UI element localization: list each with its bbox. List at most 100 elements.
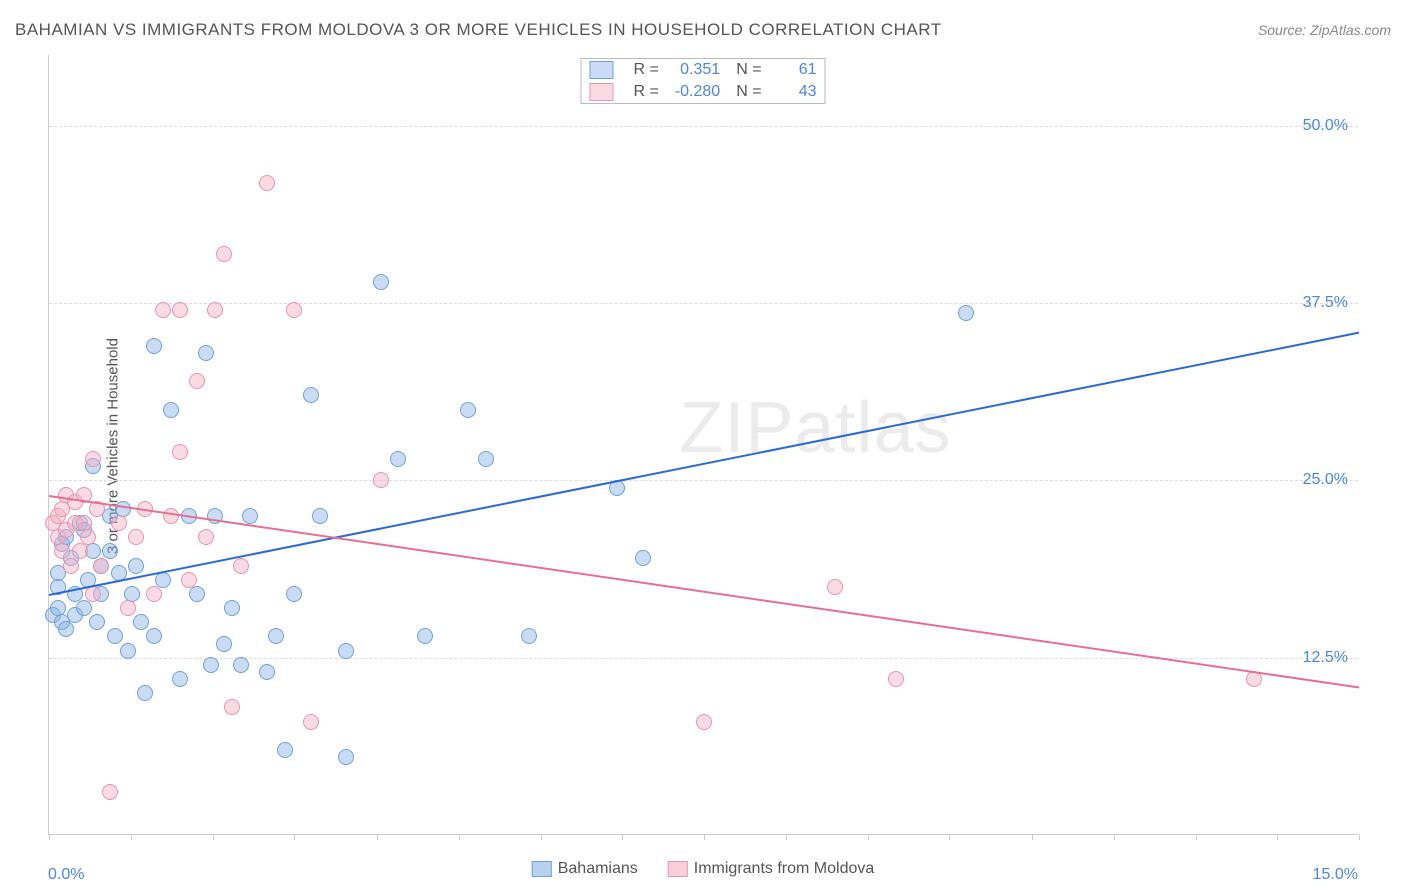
y-tick-label: 12.5% — [1303, 649, 1348, 667]
data-point — [111, 515, 127, 531]
data-point — [198, 529, 214, 545]
x-tick — [622, 834, 623, 840]
data-point — [521, 628, 537, 644]
data-point — [58, 621, 74, 637]
data-point — [198, 345, 214, 361]
data-point — [189, 373, 205, 389]
x-tick — [1196, 834, 1197, 840]
gridline — [49, 480, 1358, 481]
data-point — [338, 749, 354, 765]
gridline — [49, 126, 1358, 127]
x-tick — [377, 834, 378, 840]
data-point — [107, 628, 123, 644]
data-point — [268, 628, 284, 644]
data-point — [224, 699, 240, 715]
data-point — [286, 302, 302, 318]
data-point — [85, 451, 101, 467]
x-tick — [786, 834, 787, 840]
data-point — [146, 628, 162, 644]
data-point — [373, 472, 389, 488]
data-point — [128, 529, 144, 545]
data-point — [417, 628, 433, 644]
data-point — [312, 508, 328, 524]
legend-item: Bahamians — [532, 860, 638, 878]
data-point — [242, 508, 258, 524]
x-tick — [1032, 834, 1033, 840]
y-tick-label: 25.0% — [1303, 471, 1348, 489]
data-point — [189, 586, 205, 602]
x-tick — [541, 834, 542, 840]
data-point — [207, 302, 223, 318]
data-point — [172, 444, 188, 460]
scatter-plot: 12.5% 25.0% 37.5% 50.0% — [48, 55, 1358, 835]
data-point — [827, 579, 843, 595]
y-tick-label: 50.0% — [1303, 117, 1348, 135]
data-point — [338, 643, 354, 659]
data-point — [128, 558, 144, 574]
data-point — [172, 302, 188, 318]
data-point — [72, 543, 88, 559]
data-point — [80, 529, 96, 545]
x-tick — [131, 834, 132, 840]
data-point — [63, 558, 79, 574]
data-point — [172, 671, 188, 687]
data-point — [224, 600, 240, 616]
legend-row: R =-0.280N =43 — [581, 81, 824, 103]
data-point — [120, 600, 136, 616]
data-point — [460, 402, 476, 418]
x-tick — [1114, 834, 1115, 840]
x-min-label: 0.0% — [48, 866, 84, 884]
chart-title: BAHAMIAN VS IMMIGRANTS FROM MOLDOVA 3 OR… — [15, 20, 942, 40]
data-point — [390, 451, 406, 467]
x-tick — [1359, 834, 1360, 840]
data-point — [233, 558, 249, 574]
x-tick — [1277, 834, 1278, 840]
data-point — [259, 664, 275, 680]
data-point — [155, 302, 171, 318]
y-tick-label: 37.5% — [1303, 294, 1348, 312]
x-max-label: 15.0% — [1313, 866, 1358, 884]
data-point — [233, 657, 249, 673]
x-tick — [704, 834, 705, 840]
data-point — [958, 305, 974, 321]
data-point — [373, 274, 389, 290]
data-point — [286, 586, 302, 602]
correlation-legend: R =0.351N =61R =-0.280N =43 — [580, 58, 825, 104]
source-link[interactable]: ZipAtlas.com — [1310, 22, 1391, 38]
x-tick — [213, 834, 214, 840]
data-point — [89, 614, 105, 630]
data-point — [120, 643, 136, 659]
data-point — [146, 586, 162, 602]
legend-row: R =0.351N =61 — [581, 59, 824, 81]
data-point — [102, 543, 118, 559]
data-point — [133, 614, 149, 630]
data-point — [888, 671, 904, 687]
data-point — [635, 550, 651, 566]
data-point — [216, 246, 232, 262]
x-tick — [949, 834, 950, 840]
trend-line — [49, 332, 1359, 596]
data-point — [277, 742, 293, 758]
legend-item: Immigrants from Moldova — [668, 860, 875, 878]
data-point — [93, 558, 109, 574]
data-point — [303, 387, 319, 403]
data-point — [137, 685, 153, 701]
data-point — [478, 451, 494, 467]
x-tick — [294, 834, 295, 840]
data-point — [696, 714, 712, 730]
data-point — [216, 636, 232, 652]
data-point — [181, 572, 197, 588]
series-legend: Bahamians Immigrants from Moldova — [532, 860, 875, 878]
data-point — [76, 600, 92, 616]
source-attribution: Source: ZipAtlas.com — [1258, 22, 1391, 38]
data-point — [163, 402, 179, 418]
data-point — [259, 175, 275, 191]
gridline — [49, 303, 1358, 304]
data-point — [203, 657, 219, 673]
data-point — [303, 714, 319, 730]
data-point — [163, 508, 179, 524]
x-tick — [868, 834, 869, 840]
data-point — [146, 338, 162, 354]
x-tick — [459, 834, 460, 840]
x-tick — [49, 834, 50, 840]
